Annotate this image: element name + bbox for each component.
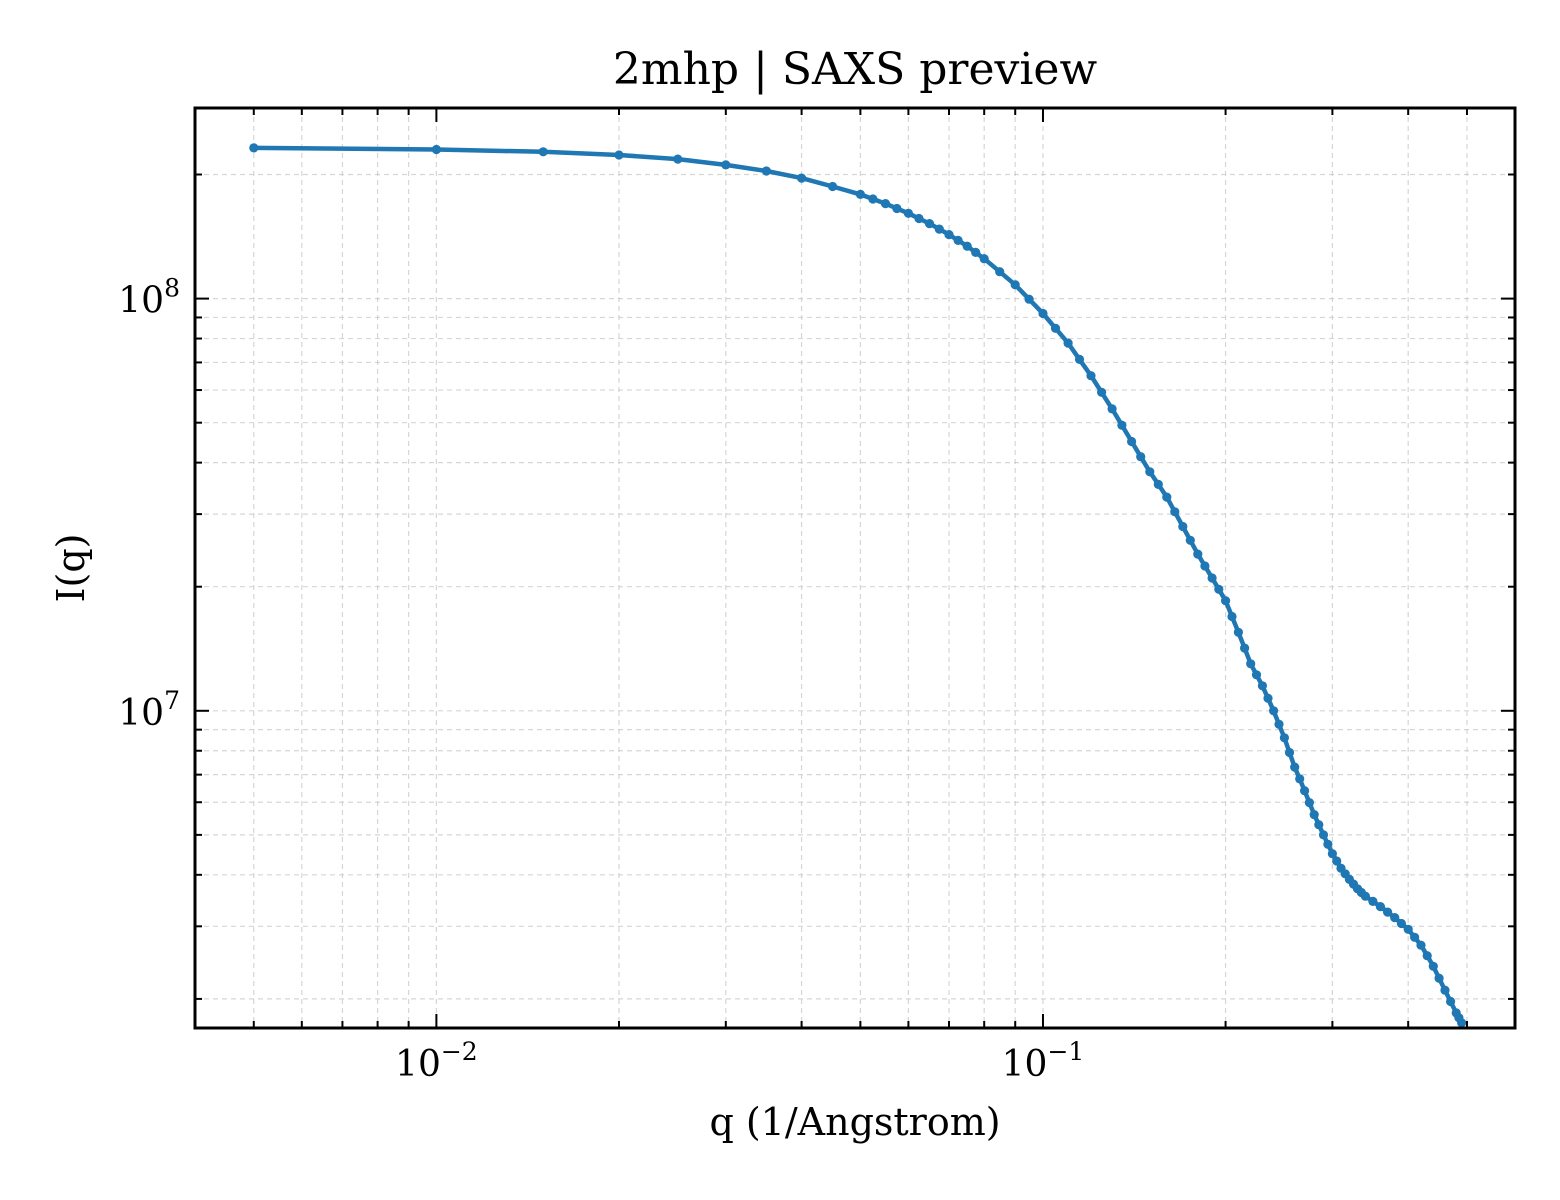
data-point	[979, 254, 989, 264]
data-point	[1318, 830, 1329, 840]
data-point	[1279, 733, 1289, 743]
data-point	[721, 160, 731, 170]
data-point	[855, 189, 866, 199]
x-axis-label: q (1/Angstrom)	[709, 1100, 1000, 1144]
data-point	[1403, 924, 1413, 934]
data-point	[953, 235, 963, 245]
data-point	[1117, 420, 1127, 430]
data-point	[1233, 627, 1243, 637]
series-iq	[249, 143, 1467, 1028]
data-point	[1170, 507, 1180, 517]
data-point	[1221, 596, 1231, 606]
data-point	[868, 194, 878, 204]
x-tick-label: 10−2	[395, 1037, 478, 1085]
data-point	[1200, 561, 1210, 571]
data-point	[1185, 535, 1195, 545]
data-point	[1332, 856, 1342, 866]
data-point	[431, 144, 441, 155]
data-point	[614, 150, 624, 160]
data-point	[1107, 404, 1117, 414]
data-point	[761, 166, 772, 176]
data-point	[944, 230, 954, 240]
data-point	[1383, 907, 1393, 917]
ticks: 10−2 10−1 107 108	[118, 108, 1515, 1085]
data-point	[1136, 452, 1146, 462]
data-point	[1263, 693, 1273, 703]
data-point	[892, 203, 902, 214]
data-point	[1290, 762, 1300, 772]
data-point	[1327, 849, 1337, 859]
data-point	[1446, 996, 1456, 1007]
data-point	[1309, 810, 1319, 820]
data-point	[1246, 659, 1256, 669]
data-point	[1434, 973, 1444, 983]
data-point	[538, 147, 548, 157]
data-point	[995, 267, 1005, 277]
data-point	[1284, 747, 1295, 758]
data-point	[1063, 338, 1073, 348]
data-point	[828, 181, 838, 192]
data-point	[1375, 902, 1385, 912]
data-point	[1295, 774, 1305, 784]
data-point	[1390, 913, 1400, 923]
data-point	[1422, 951, 1432, 961]
data-point	[1304, 798, 1314, 808]
plot-frame	[193, 106, 1517, 1030]
data-point	[1396, 918, 1406, 929]
data-point	[934, 224, 944, 234]
data-point	[1193, 549, 1203, 559]
data-point	[1240, 643, 1250, 653]
data-point	[1368, 896, 1378, 907]
data-point	[880, 199, 891, 209]
data-point	[1257, 681, 1267, 691]
data-point	[1050, 323, 1061, 333]
data-point	[1274, 719, 1284, 729]
data-point	[1074, 354, 1085, 364]
chart-title: 2mhp | SAXS preview	[613, 44, 1098, 95]
data-point	[1214, 584, 1224, 594]
data-point	[1416, 940, 1426, 950]
data-point	[1127, 436, 1137, 447]
data-point	[924, 219, 935, 229]
data-point	[1024, 294, 1034, 304]
y-tick-label: 108	[118, 274, 180, 322]
grid	[194, 108, 1515, 1028]
data-point	[1323, 839, 1333, 849]
data-point	[1428, 961, 1438, 971]
data-point	[1410, 932, 1420, 942]
data-point	[1145, 467, 1155, 477]
data-point	[673, 154, 683, 164]
data-point	[971, 247, 981, 257]
x-tick-label: 10−1	[1002, 1037, 1085, 1085]
data-point	[1251, 670, 1262, 680]
data-point	[914, 213, 924, 224]
y-tick-label: 107	[118, 686, 180, 734]
data-point	[797, 173, 807, 183]
data-point	[1207, 573, 1217, 583]
data-point	[1314, 820, 1324, 830]
data-point	[962, 241, 972, 251]
data-point	[1440, 985, 1450, 995]
data-point	[1178, 521, 1188, 532]
y-axis-label: I(q)	[49, 534, 93, 603]
data-point	[1162, 492, 1172, 502]
data-point	[1227, 611, 1237, 622]
data-point	[1097, 387, 1107, 397]
data-point	[1086, 371, 1096, 381]
data-point	[903, 208, 914, 218]
data-point	[1300, 786, 1310, 796]
data-point	[1010, 280, 1020, 290]
data-point	[1038, 308, 1048, 319]
data-point	[1457, 1018, 1467, 1028]
data-point	[1153, 479, 1163, 489]
data-point	[1269, 706, 1279, 716]
data-point	[1360, 891, 1370, 901]
data-point	[249, 143, 259, 153]
